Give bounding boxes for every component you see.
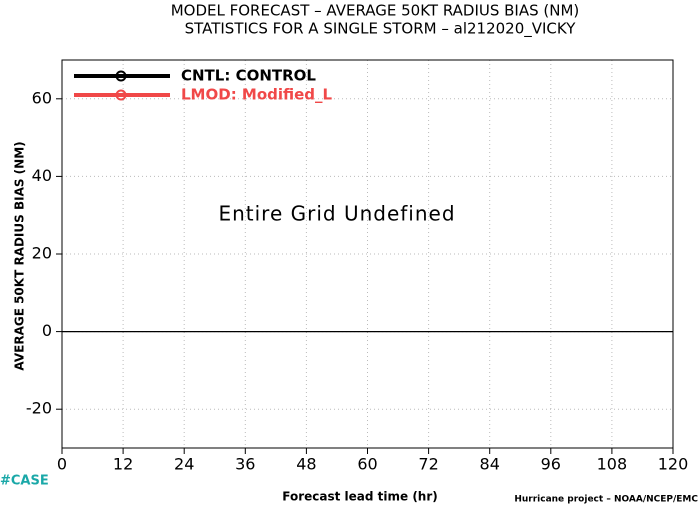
y-tick-label: 60 <box>32 88 52 107</box>
y-tick-label: 0 <box>42 321 52 340</box>
legend-label: CNTL: CONTROL <box>181 67 316 85</box>
annotation: #CASE <box>0 474 49 489</box>
chart-subtitle: STATISTICS FOR A SINGLE STORM – al212020… <box>185 20 577 39</box>
plot-frame <box>61 59 674 449</box>
y-tick-label: 40 <box>32 166 52 185</box>
annotation: Entire Grid Undefined <box>218 202 455 226</box>
x-tick-label: 84 <box>480 455 500 474</box>
x-tick-label: 72 <box>418 455 438 474</box>
x-tick-label: 0 <box>57 455 67 474</box>
x-tick-label: 96 <box>541 455 561 474</box>
x-tick-label: 108 <box>597 455 628 474</box>
y-tick-label: 20 <box>32 244 52 263</box>
x-axis-label: Forecast lead time (hr) <box>282 490 438 504</box>
annotation: Hurricane project – NOAA/NCEP/EMC <box>514 495 698 505</box>
x-tick-label: 120 <box>658 455 689 474</box>
x-tick-label: 48 <box>296 455 316 474</box>
legend-label: LMOD: Modified_L <box>181 86 333 104</box>
x-tick-label: 36 <box>235 455 255 474</box>
chart-title: MODEL FORECAST – AVERAGE 50KT RADIUS BIA… <box>171 2 580 20</box>
x-tick-label: 12 <box>113 455 133 474</box>
x-tick-label: 24 <box>174 455 194 474</box>
legend-marker <box>115 70 127 82</box>
y-axis-label: AVERAGE 50KT RADIUS BIAS (NM) <box>13 141 27 370</box>
x-tick-label: 60 <box>357 455 377 474</box>
y-tick-label: -20 <box>26 399 52 418</box>
legend-marker <box>115 89 127 101</box>
